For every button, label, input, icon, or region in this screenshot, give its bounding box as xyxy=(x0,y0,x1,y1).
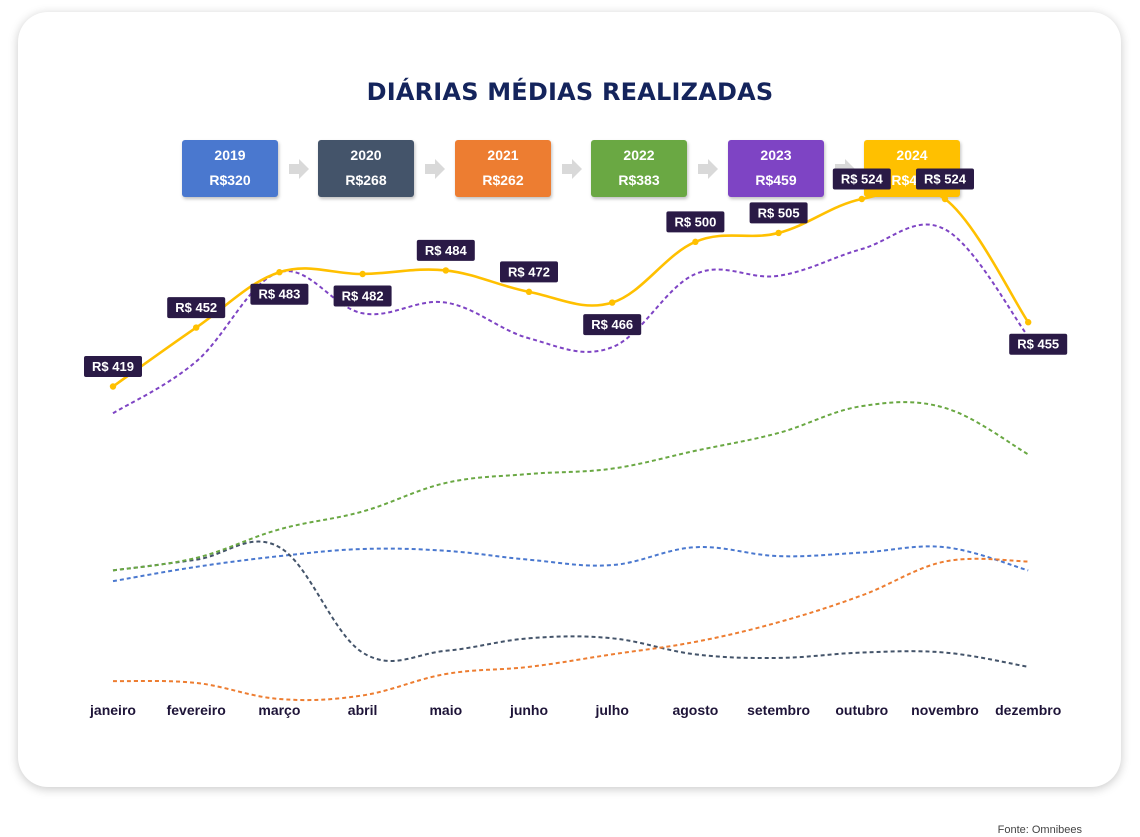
data-label-2024: R$ 419 xyxy=(84,356,142,377)
data-point-2024 xyxy=(276,269,283,276)
arrow-right-icon xyxy=(425,159,445,179)
data-point-2024 xyxy=(858,195,865,203)
series-line-2023 xyxy=(112,223,1029,415)
data-label-2024: R$ 524 xyxy=(916,168,974,190)
data-point-2024 xyxy=(941,195,949,203)
year-average-value: R$320 xyxy=(209,172,251,188)
year-average-value: R$262 xyxy=(482,172,524,188)
year-label: 2022 xyxy=(623,147,655,163)
data-label-text: R$ 452 xyxy=(175,300,217,315)
year-label: 2021 xyxy=(487,147,519,163)
series-line-2021 xyxy=(112,557,1029,702)
year-box-2023: 2023 R$459 xyxy=(728,140,824,197)
arrow-right-icon xyxy=(562,159,582,179)
x-tick-label: março xyxy=(258,702,300,718)
source-note: Fonte: Omnibees xyxy=(997,824,1082,836)
data-label-2024: R$ 483 xyxy=(250,283,309,305)
data-label-2024: R$ 452 xyxy=(167,297,226,319)
x-tick-label: julho xyxy=(594,702,628,718)
data-point-2024 xyxy=(1025,319,1032,326)
year-label: 2023 xyxy=(760,147,792,163)
data-label-text: R$ 419 xyxy=(92,359,134,374)
data-label-text: R$ 484 xyxy=(425,243,468,258)
year-average-value: R$383 xyxy=(618,172,660,188)
x-tick-label: janeiro xyxy=(89,702,136,718)
x-tick-label: outubro xyxy=(835,702,888,718)
data-point-2024 xyxy=(525,288,533,296)
x-tick-label: junho xyxy=(509,702,548,718)
data-label-2024: R$ 482 xyxy=(333,285,392,307)
year-box-2020: 2020 R$268 xyxy=(318,140,414,197)
year-average-value: R$268 xyxy=(345,172,387,188)
year-box-2019: 2019 R$320 xyxy=(182,140,278,197)
year-box-2022: 2022 R$383 xyxy=(591,140,687,197)
data-label-text: R$ 505 xyxy=(758,205,800,220)
data-label-2024: R$ 472 xyxy=(500,261,558,283)
data-label-text: R$ 524 xyxy=(841,172,884,187)
data-label-text: R$ 472 xyxy=(508,264,550,279)
data-label-2024: R$ 466 xyxy=(583,314,642,336)
data-point-2024 xyxy=(609,299,616,306)
year-label: 2020 xyxy=(350,147,382,163)
x-tick-label: agosto xyxy=(672,702,718,718)
x-tick-label: setembro xyxy=(747,702,810,718)
data-label-text: R$ 482 xyxy=(342,289,384,304)
arrow-right-icon xyxy=(698,159,718,179)
series-line-2020 xyxy=(112,540,1029,668)
data-label-2024: R$ 455 xyxy=(1009,333,1068,355)
data-point-2024 xyxy=(109,383,117,390)
arrow-right-icon xyxy=(289,159,309,179)
data-label-text: R$ 483 xyxy=(258,287,300,302)
data-point-2024 xyxy=(692,238,699,246)
data-label-text: R$ 524 xyxy=(924,172,967,187)
x-tick-label: maio xyxy=(429,702,462,718)
x-tick-label: novembro xyxy=(911,702,979,718)
data-label-text: R$ 466 xyxy=(591,317,633,332)
year-box-2021: 2021 R$262 xyxy=(455,140,551,197)
data-point-2024 xyxy=(442,267,449,274)
data-label-2024: R$ 500 xyxy=(666,211,725,233)
data-point-2024 xyxy=(775,229,782,237)
data-label-text: R$ 500 xyxy=(674,214,716,229)
x-tick-label: dezembro xyxy=(995,702,1061,718)
data-point-2024 xyxy=(359,270,366,278)
year-label: 2024 xyxy=(896,147,928,163)
chart-title: DIÁRIAS MÉDIAS REALIZADAS xyxy=(366,78,774,106)
data-label-2024: R$ 505 xyxy=(749,202,808,224)
x-tick-label: abril xyxy=(348,702,378,718)
series-line-2024 xyxy=(112,186,1030,388)
data-point-2024 xyxy=(193,324,200,331)
data-label-2024: R$ 524 xyxy=(832,168,891,190)
series-line-2019 xyxy=(112,545,1029,583)
data-label-2024: R$ 484 xyxy=(416,239,475,261)
year-label: 2019 xyxy=(214,147,246,163)
series-line-2022 xyxy=(112,401,1029,572)
data-label-text: R$ 455 xyxy=(1017,337,1059,352)
year-average-value: R$459 xyxy=(755,172,797,188)
x-tick-label: fevereiro xyxy=(167,702,226,718)
